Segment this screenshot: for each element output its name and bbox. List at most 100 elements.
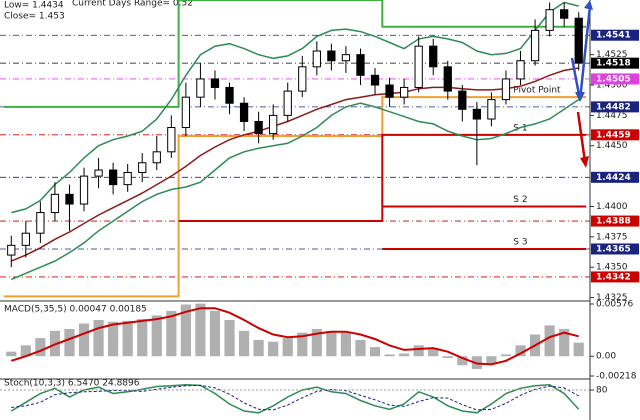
level-line [4, 0, 586, 108]
info-low: Low= 1.4434 [4, 1, 64, 11]
price-label: 1.4518 [596, 59, 631, 69]
price-label-box [591, 57, 639, 69]
price-label-box [591, 129, 639, 141]
y-tick-label: 1.4525 [596, 50, 628, 60]
candle-body [108, 169, 118, 186]
y-tick-label: 1.4450 [596, 141, 628, 151]
macd-bar [486, 356, 497, 364]
candle-body [50, 193, 60, 214]
indicator-line [11, 67, 579, 262]
candle-body [21, 232, 30, 246]
candle-body [414, 45, 423, 88]
panel-title: MACD(5,35,5) 0.00047 0.00185 [4, 305, 147, 315]
macd-bar [500, 354, 512, 357]
macd-bar [413, 345, 424, 357]
candle-body [225, 86, 234, 104]
candle-body [327, 50, 336, 62]
macd-bar [340, 332, 352, 357]
macd-bar [122, 320, 133, 357]
level-label: S 3 [513, 237, 527, 247]
forecast-arrow [576, 111, 587, 163]
candle-body [458, 90, 467, 110]
macd-bar [326, 330, 337, 357]
y-tick-label: 1.4325 [596, 293, 628, 303]
candle-body [7, 244, 16, 256]
level-line [4, 96, 586, 298]
macd-bar [253, 339, 264, 357]
info-close: Close= 1.453 [4, 12, 65, 22]
y-tick-label: 80 [596, 386, 608, 396]
macd-bar [151, 315, 162, 357]
macd-bar [457, 356, 468, 366]
candle-body [298, 66, 307, 92]
candle-body [152, 151, 161, 164]
candle-body [560, 9, 569, 19]
price-label-box [591, 171, 639, 183]
candle-body [181, 96, 191, 129]
macd-bar [195, 303, 206, 357]
macd-bar [311, 329, 322, 357]
macd-bar [6, 351, 17, 357]
candle-body [516, 60, 525, 80]
level-line [178, 133, 586, 223]
price-label: 1.4424 [596, 173, 631, 183]
price-label: 1.4388 [596, 217, 631, 227]
macd-bar [559, 329, 570, 357]
price-label: 1.4482 [596, 102, 631, 112]
macd-bar [399, 353, 410, 357]
candle-body [239, 102, 249, 122]
macd-bar [238, 330, 250, 357]
candle-body [370, 74, 380, 86]
candle-body [574, 17, 583, 64]
indicator-line [11, 1, 579, 214]
candle-body [341, 54, 351, 62]
arrow-head [584, 0, 593, 10]
y-tick-label: -0.00218 [596, 372, 637, 382]
y-tick-label: 1.4500 [596, 81, 628, 91]
macd-bar [35, 338, 46, 357]
macd-bar [544, 325, 555, 357]
macd-bar [137, 319, 148, 357]
info-range: Current Days Range= 0.52 [72, 0, 193, 9]
candle-body [138, 162, 147, 173]
y-tick-label: 1.4375 [596, 232, 628, 242]
price-label-box [591, 271, 639, 283]
macd-bar [297, 332, 308, 357]
candle-body [196, 78, 205, 98]
macd-bar [515, 345, 526, 357]
price-label-box [591, 215, 639, 227]
macd-bar [224, 319, 235, 357]
candle-body [123, 171, 132, 186]
candle-body [79, 175, 89, 205]
macd-bar [573, 342, 584, 357]
macd-bar [78, 323, 90, 357]
price-label: 1.4342 [596, 272, 631, 282]
macd-bar [442, 356, 453, 359]
candle-body [36, 212, 45, 234]
macd-bar [64, 329, 75, 357]
macd-bar [20, 345, 31, 357]
macd-bar [355, 339, 366, 357]
candle-body [269, 114, 278, 135]
candle-body [65, 193, 74, 205]
candle-body [399, 86, 409, 98]
candle-body [545, 9, 554, 31]
price-label-box [591, 29, 639, 41]
macd-bar [209, 310, 221, 357]
y-tick-label: 1.4350 [596, 263, 628, 273]
macd-bar [369, 347, 381, 357]
candle-body [254, 120, 263, 135]
candle-body [312, 50, 321, 68]
y-tick-label: 0.00576 [596, 300, 633, 310]
price-label-box [591, 101, 639, 113]
price-label-box [591, 73, 639, 85]
price-label: 1.4365 [596, 244, 631, 254]
level-label: Pivot Point [513, 86, 561, 96]
candle-body [429, 45, 438, 68]
panel-title: Stoch(10,3,3) 6.5470 24.8896 [4, 379, 140, 389]
arrow-head [580, 156, 589, 168]
indicator-line [11, 384, 579, 411]
y-tick-label: 1.4400 [596, 202, 628, 212]
candle-body [356, 54, 365, 76]
